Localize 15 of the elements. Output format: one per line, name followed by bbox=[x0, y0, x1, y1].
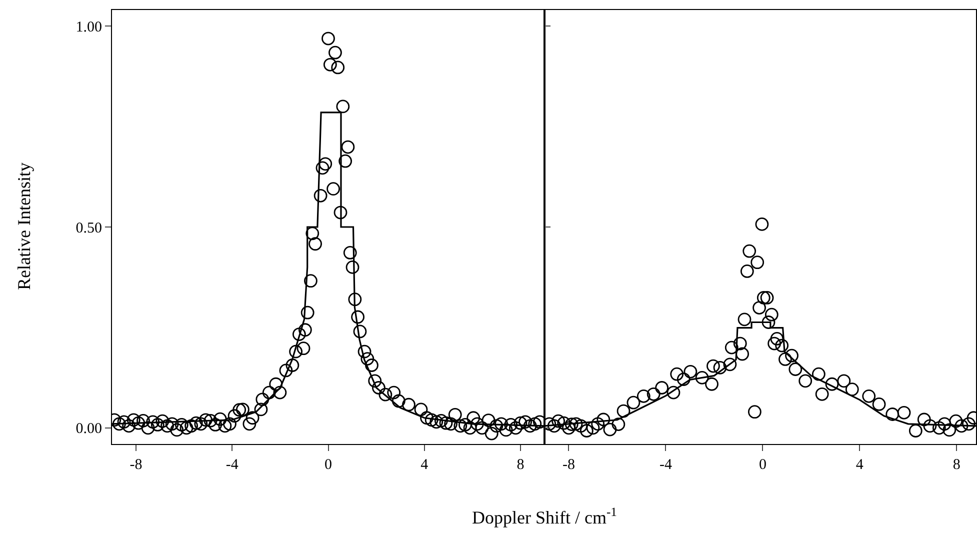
y-tick-label: 1.00 bbox=[76, 19, 102, 36]
y-tick-label: 0.00 bbox=[76, 421, 102, 438]
x-tick-label: -8 bbox=[130, 457, 142, 473]
x-tick-label: -4 bbox=[659, 457, 672, 473]
x-tick-label: -4 bbox=[226, 457, 239, 473]
x-tick-label: 0 bbox=[758, 457, 766, 473]
x-tick-label: -8 bbox=[562, 457, 575, 473]
x-tick-label: 4 bbox=[420, 457, 429, 473]
y-axis-title: Relative Intensity bbox=[14, 162, 34, 290]
x-tick-label: 0 bbox=[324, 457, 332, 473]
x-axis-title: Doppler Shift / cm$^{-1}$ bbox=[472, 505, 617, 528]
x-tick-label: 8 bbox=[952, 457, 960, 473]
x-tick-label: 8 bbox=[516, 457, 524, 473]
y-tick-label: 0.50 bbox=[76, 220, 102, 236]
x-tick-label: 4 bbox=[856, 457, 864, 473]
